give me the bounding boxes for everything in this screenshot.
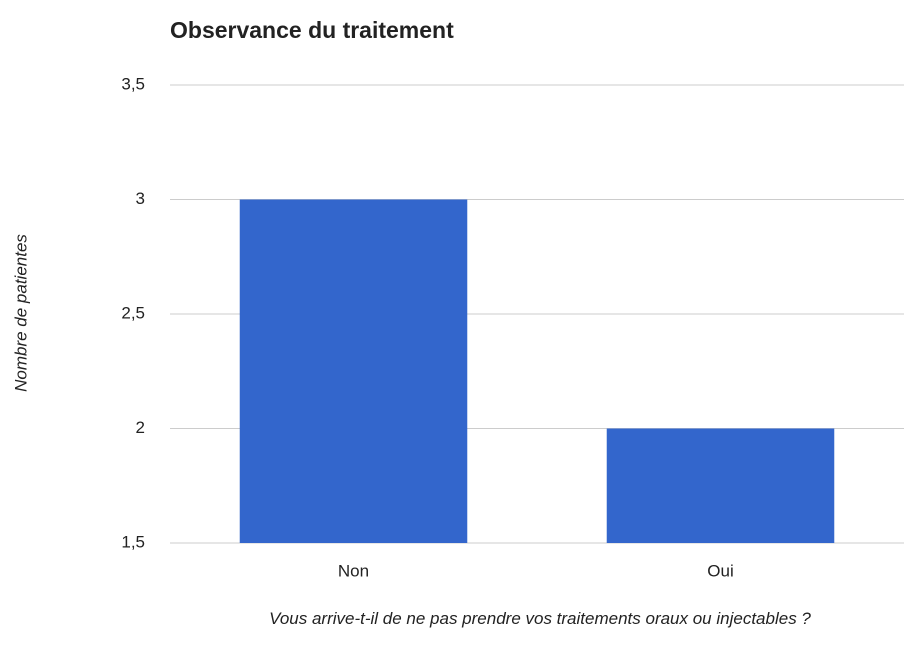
bar xyxy=(606,428,835,543)
y-tick-label: 3,5 xyxy=(121,74,145,93)
y-tick-label: 1,5 xyxy=(121,532,145,551)
y-tick-label: 2 xyxy=(136,418,145,437)
y-axis-label: Nombre de patientes xyxy=(11,234,30,392)
chart-title: Observance du traitement xyxy=(170,17,454,43)
y-tick-label: 3 xyxy=(136,189,145,208)
x-tick-label: Oui xyxy=(707,561,733,580)
x-tick-label: Non xyxy=(338,561,369,580)
bar xyxy=(239,199,468,543)
y-tick-label: 2,5 xyxy=(121,303,145,322)
x-axis-label: Vous arrive-t-il de ne pas prendre vos t… xyxy=(269,609,811,628)
